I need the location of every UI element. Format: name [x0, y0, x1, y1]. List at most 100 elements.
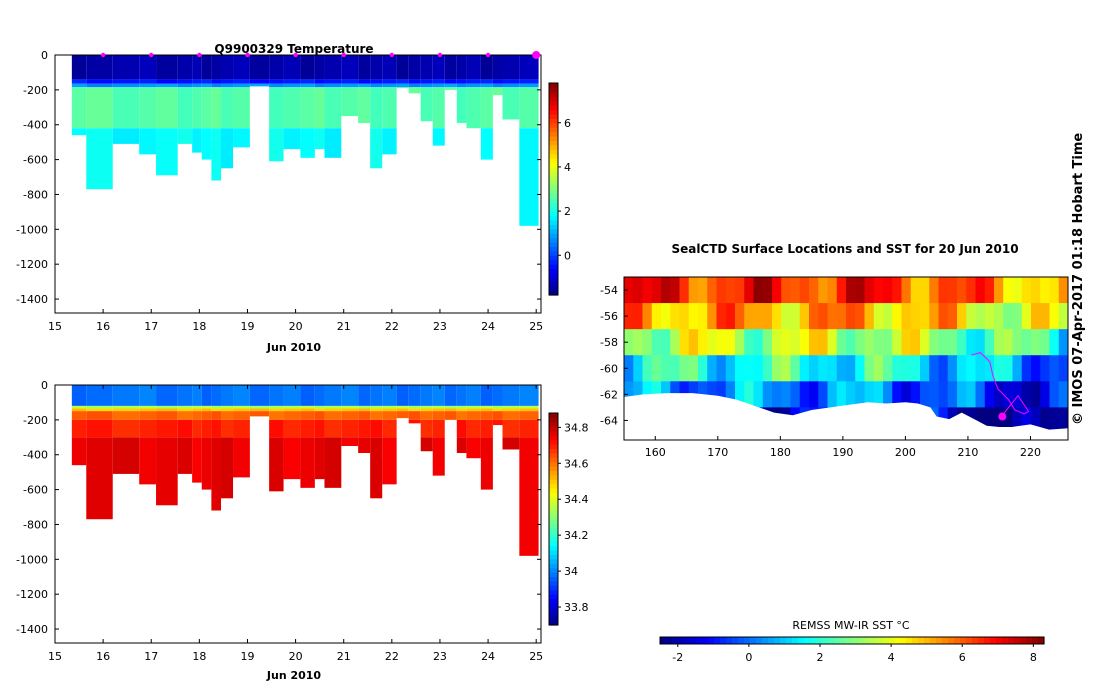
sst-colorbar-frame: [659, 636, 1045, 645]
temperature-cell: [192, 87, 202, 129]
temperature-colorbar-segment: [549, 202, 558, 208]
salinity-cell: [456, 385, 467, 406]
salinity-cell: [177, 419, 193, 438]
sst-cell: [855, 329, 865, 356]
temperature-cell: [221, 128, 234, 169]
salinity-cell: [370, 419, 383, 438]
sst-colorbar-label: REMSS MW-IR SST °C: [792, 619, 910, 632]
sst-cell: [929, 303, 939, 330]
temperature-cell: [201, 87, 212, 129]
sst-colorbar-segment: [930, 637, 937, 644]
temperature-colorbar-segment: [549, 100, 558, 106]
salinity-colorbar-label: 34.8: [564, 421, 589, 434]
salinity-cell: [408, 385, 421, 406]
sst-cell: [947, 355, 958, 382]
salinity-cell: [112, 419, 140, 438]
temperature-cell: [211, 87, 222, 129]
temperature-ytick-label: -200: [23, 84, 48, 97]
sst-colorbar-segment: [678, 637, 685, 644]
temperature-cell: [492, 87, 503, 96]
sst-cell: [827, 329, 838, 356]
salinity-colorbar-segment: [549, 479, 558, 485]
salinity-cell: [86, 437, 113, 520]
sst-colorbar-segment: [744, 637, 751, 644]
sst-cell: [892, 355, 902, 382]
temperature-colorbar-segment: [549, 122, 558, 128]
temperature-cell: [370, 79, 383, 84]
sst-cell: [892, 277, 902, 304]
sst-cell: [975, 355, 986, 382]
map-ytick-label: -64: [600, 414, 618, 427]
sst-cell: [651, 355, 662, 382]
temperature-ytick-label: -1400: [16, 293, 48, 306]
temperature-colorbar-segment: [549, 255, 558, 261]
salinity-cell: [382, 408, 397, 412]
salinity-xlabel: Jun 2010: [266, 669, 322, 682]
sst-cell: [753, 329, 764, 356]
sst-cell: [735, 303, 745, 330]
temperature-cell: [249, 55, 270, 80]
temperature-cell: [177, 128, 193, 144]
sst-cell: [1049, 381, 1060, 408]
salinity-cell: [420, 408, 433, 412]
sst-cell: [790, 381, 801, 408]
temperature-cell: [519, 128, 539, 226]
sst-cell: [781, 329, 791, 356]
salinity-colorbar-segment: [549, 616, 558, 622]
temperature-cell: [420, 87, 433, 122]
temperature-cell: [341, 55, 359, 80]
sst-cell: [873, 381, 884, 408]
temperature-cell: [358, 87, 371, 123]
salinity-cell: [283, 419, 301, 438]
temperature-profile-marker: [197, 52, 202, 58]
temperature-xtick-label: 18: [192, 320, 206, 333]
salinity-cell: [408, 408, 421, 412]
temperature-cell: [480, 87, 493, 129]
salinity-colorbar-segment: [549, 421, 558, 427]
temperature-colorbar-segment: [549, 171, 558, 177]
temperature-cell: [283, 55, 301, 80]
salinity-cell: [314, 411, 325, 420]
temperature-cell: [432, 87, 445, 129]
temperature-cell: [112, 55, 140, 80]
sst-colorbar-tick-label: 6: [959, 651, 966, 664]
salinity-colorbar-segment: [549, 598, 558, 604]
temperature-colorbar-label: 2: [564, 205, 571, 218]
salinity-cell: [221, 408, 234, 412]
salinity-cell: [201, 437, 212, 490]
sst-cell: [1058, 303, 1068, 330]
sst-cell: [670, 355, 680, 382]
sst-cell: [864, 303, 875, 330]
sst-cell: [957, 381, 967, 408]
sst-colorbar-segment: [900, 637, 907, 644]
antarctic-land: [624, 393, 1068, 440]
sst-cell: [892, 329, 902, 356]
temperature-colorbar-segment: [549, 144, 558, 150]
temperature-cell: [466, 79, 481, 84]
temperature-colorbar-segment: [549, 228, 558, 234]
sst-cell: [661, 277, 671, 304]
sst-cell: [994, 303, 1004, 330]
temperature-cell: [408, 87, 421, 94]
salinity-cell: [283, 408, 301, 412]
temperature-colorbar-segment: [549, 109, 558, 115]
sst-cell: [688, 355, 699, 382]
temperature-cell: [314, 87, 325, 129]
sst-cell: [994, 381, 1004, 408]
sst-cell: [624, 303, 634, 330]
sst-cell: [827, 381, 838, 408]
temperature-cell: [221, 83, 234, 88]
salinity-cell: [466, 385, 481, 406]
sst-cell: [846, 303, 856, 330]
sst-colorbar-segment: [768, 637, 775, 644]
temperature-xtick-label: 20: [289, 320, 303, 333]
sst-cell: [901, 381, 912, 408]
temperature-cell: [408, 55, 421, 80]
sst-cell: [725, 303, 736, 330]
temperature-title: Q9900329 Temperature: [214, 42, 373, 56]
sst-cell: [762, 303, 773, 330]
salinity-cell: [156, 411, 178, 420]
salinity-xtick-label: 19: [240, 650, 254, 663]
sst-cell: [846, 355, 856, 382]
salinity-cell: [221, 437, 234, 499]
